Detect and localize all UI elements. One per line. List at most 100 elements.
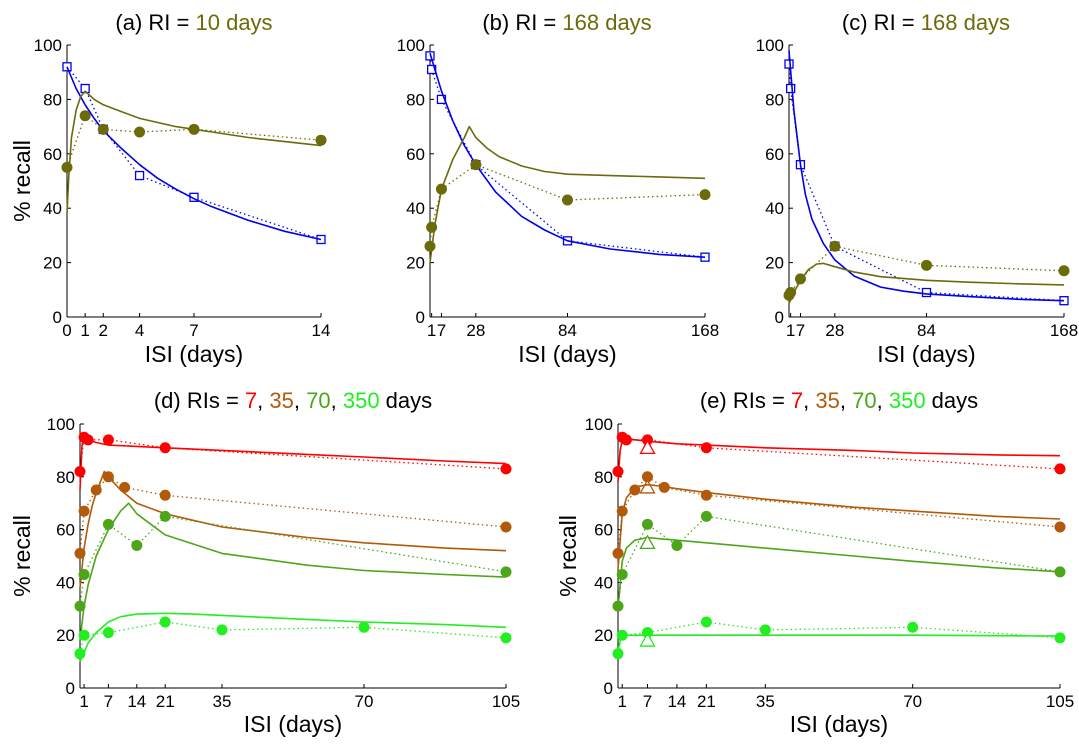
panel-e: (e) RIs = 7, 35, 70, 350 days 0 20 40 60 80 10…	[555, 388, 1074, 737]
title-part: days	[926, 388, 979, 413]
x-tick-label: 105	[1046, 692, 1074, 711]
panel-d: (d) RIs = 7, 35, 70, 350 days 0 20 40 60 80 10…	[9, 388, 520, 737]
fit-curve	[788, 50, 1065, 302]
data-point	[612, 547, 624, 559]
x-tick-label: 7	[643, 692, 652, 711]
data-point	[134, 170, 145, 181]
data-point	[759, 624, 771, 636]
data-dotted-line	[617, 621, 1061, 654]
fit-curve	[429, 52, 706, 258]
data-point	[131, 539, 143, 551]
fit-curve	[617, 634, 1061, 652]
x-tick-label: 21	[697, 692, 716, 711]
y-tick-label: 40	[765, 199, 784, 218]
y-tick-label: 60	[56, 521, 75, 540]
fit-curve	[79, 470, 507, 588]
data-point	[921, 287, 932, 298]
data-point	[500, 566, 512, 578]
x-tick-label: 14	[667, 692, 686, 711]
data-point	[159, 616, 171, 628]
x-tick-label: 1	[786, 321, 795, 340]
y-tick-label: 0	[66, 679, 75, 698]
x-tick-label: 84	[558, 321, 577, 340]
data-point	[921, 259, 932, 271]
data-dotted-line	[788, 63, 1065, 302]
data-point	[616, 629, 628, 641]
data-dotted-line	[429, 163, 706, 247]
fit-curve	[66, 66, 322, 241]
y-tick-label: 80	[765, 90, 784, 109]
title-part: 7	[245, 388, 257, 413]
data-point	[78, 568, 90, 580]
title-part: (b) RI =	[482, 10, 562, 35]
y-tick-label: 80	[56, 468, 75, 487]
y-tick-label: 20	[43, 254, 62, 273]
title-part: days	[380, 388, 433, 413]
title-part: (a) RI =	[115, 10, 195, 35]
data-point	[102, 518, 114, 530]
data-point	[641, 518, 653, 530]
title-part: ,	[257, 388, 269, 413]
title-part: 350	[889, 388, 926, 413]
title-part: 7	[791, 388, 803, 413]
data-point	[358, 621, 370, 633]
data-point	[1054, 521, 1066, 533]
x-tick-label: 7	[189, 321, 198, 340]
data-point	[102, 627, 114, 639]
fit-curve	[617, 536, 1061, 609]
x-tick-label: 7	[104, 692, 113, 711]
y-tick-label: 80	[406, 90, 425, 109]
data-point	[424, 240, 436, 252]
y-tick-label: 40	[43, 199, 62, 218]
title-part: 168 days	[921, 10, 1010, 35]
fit-curve	[79, 612, 507, 662]
fit-curve	[617, 483, 1061, 570]
title-part: ,	[877, 388, 889, 413]
data-point	[315, 134, 327, 146]
y-tick-label: 0	[416, 308, 425, 327]
title-part: 35	[815, 388, 839, 413]
data-point	[74, 600, 86, 612]
data-point	[700, 616, 712, 628]
y-tick-label: 40	[594, 573, 613, 592]
title-part: 10 days	[196, 10, 273, 35]
x-tick-label: 0	[62, 321, 71, 340]
data-point	[134, 126, 146, 138]
data-point	[1054, 463, 1066, 475]
x-tick-label: 105	[492, 692, 520, 711]
data-point	[102, 434, 114, 446]
data-point	[641, 471, 653, 483]
data-dotted-line	[79, 621, 507, 654]
optimum-marker	[639, 479, 656, 494]
y-tick-label: 60	[406, 145, 425, 164]
data-dotted-line	[79, 475, 507, 554]
y-tick-label: 100	[34, 36, 62, 55]
title-part: ,	[294, 388, 306, 413]
y-tick-label: 80	[594, 468, 613, 487]
x-axis-label: ISI (days)	[145, 341, 243, 367]
fit-curve	[788, 262, 1065, 304]
data-point	[78, 505, 90, 517]
y-tick-label: 60	[43, 145, 62, 164]
data-point	[1054, 632, 1066, 644]
x-axis-label: ISI (days)	[518, 341, 616, 367]
data-point	[119, 481, 131, 493]
y-tick-label: 100	[397, 36, 425, 55]
data-dotted-line	[617, 515, 1061, 607]
y-tick-label: 20	[594, 626, 613, 645]
y-tick-label: 80	[43, 90, 62, 109]
data-point	[620, 434, 632, 446]
data-point	[159, 489, 171, 501]
data-point	[500, 521, 512, 533]
y-axis-label: % recall	[9, 140, 35, 222]
data-point	[699, 189, 711, 201]
x-tick-label: 28	[825, 321, 844, 340]
panel-a-title: (a) RI = 10 days	[115, 10, 272, 35]
x-tick-label: 168	[691, 321, 719, 340]
data-point	[907, 621, 919, 633]
data-point	[785, 83, 796, 94]
y-tick-label: 20	[56, 626, 75, 645]
y-tick-label: 40	[406, 199, 425, 218]
x-tick-label: 2	[99, 321, 108, 340]
x-axis-label: ISI (days)	[877, 341, 975, 367]
